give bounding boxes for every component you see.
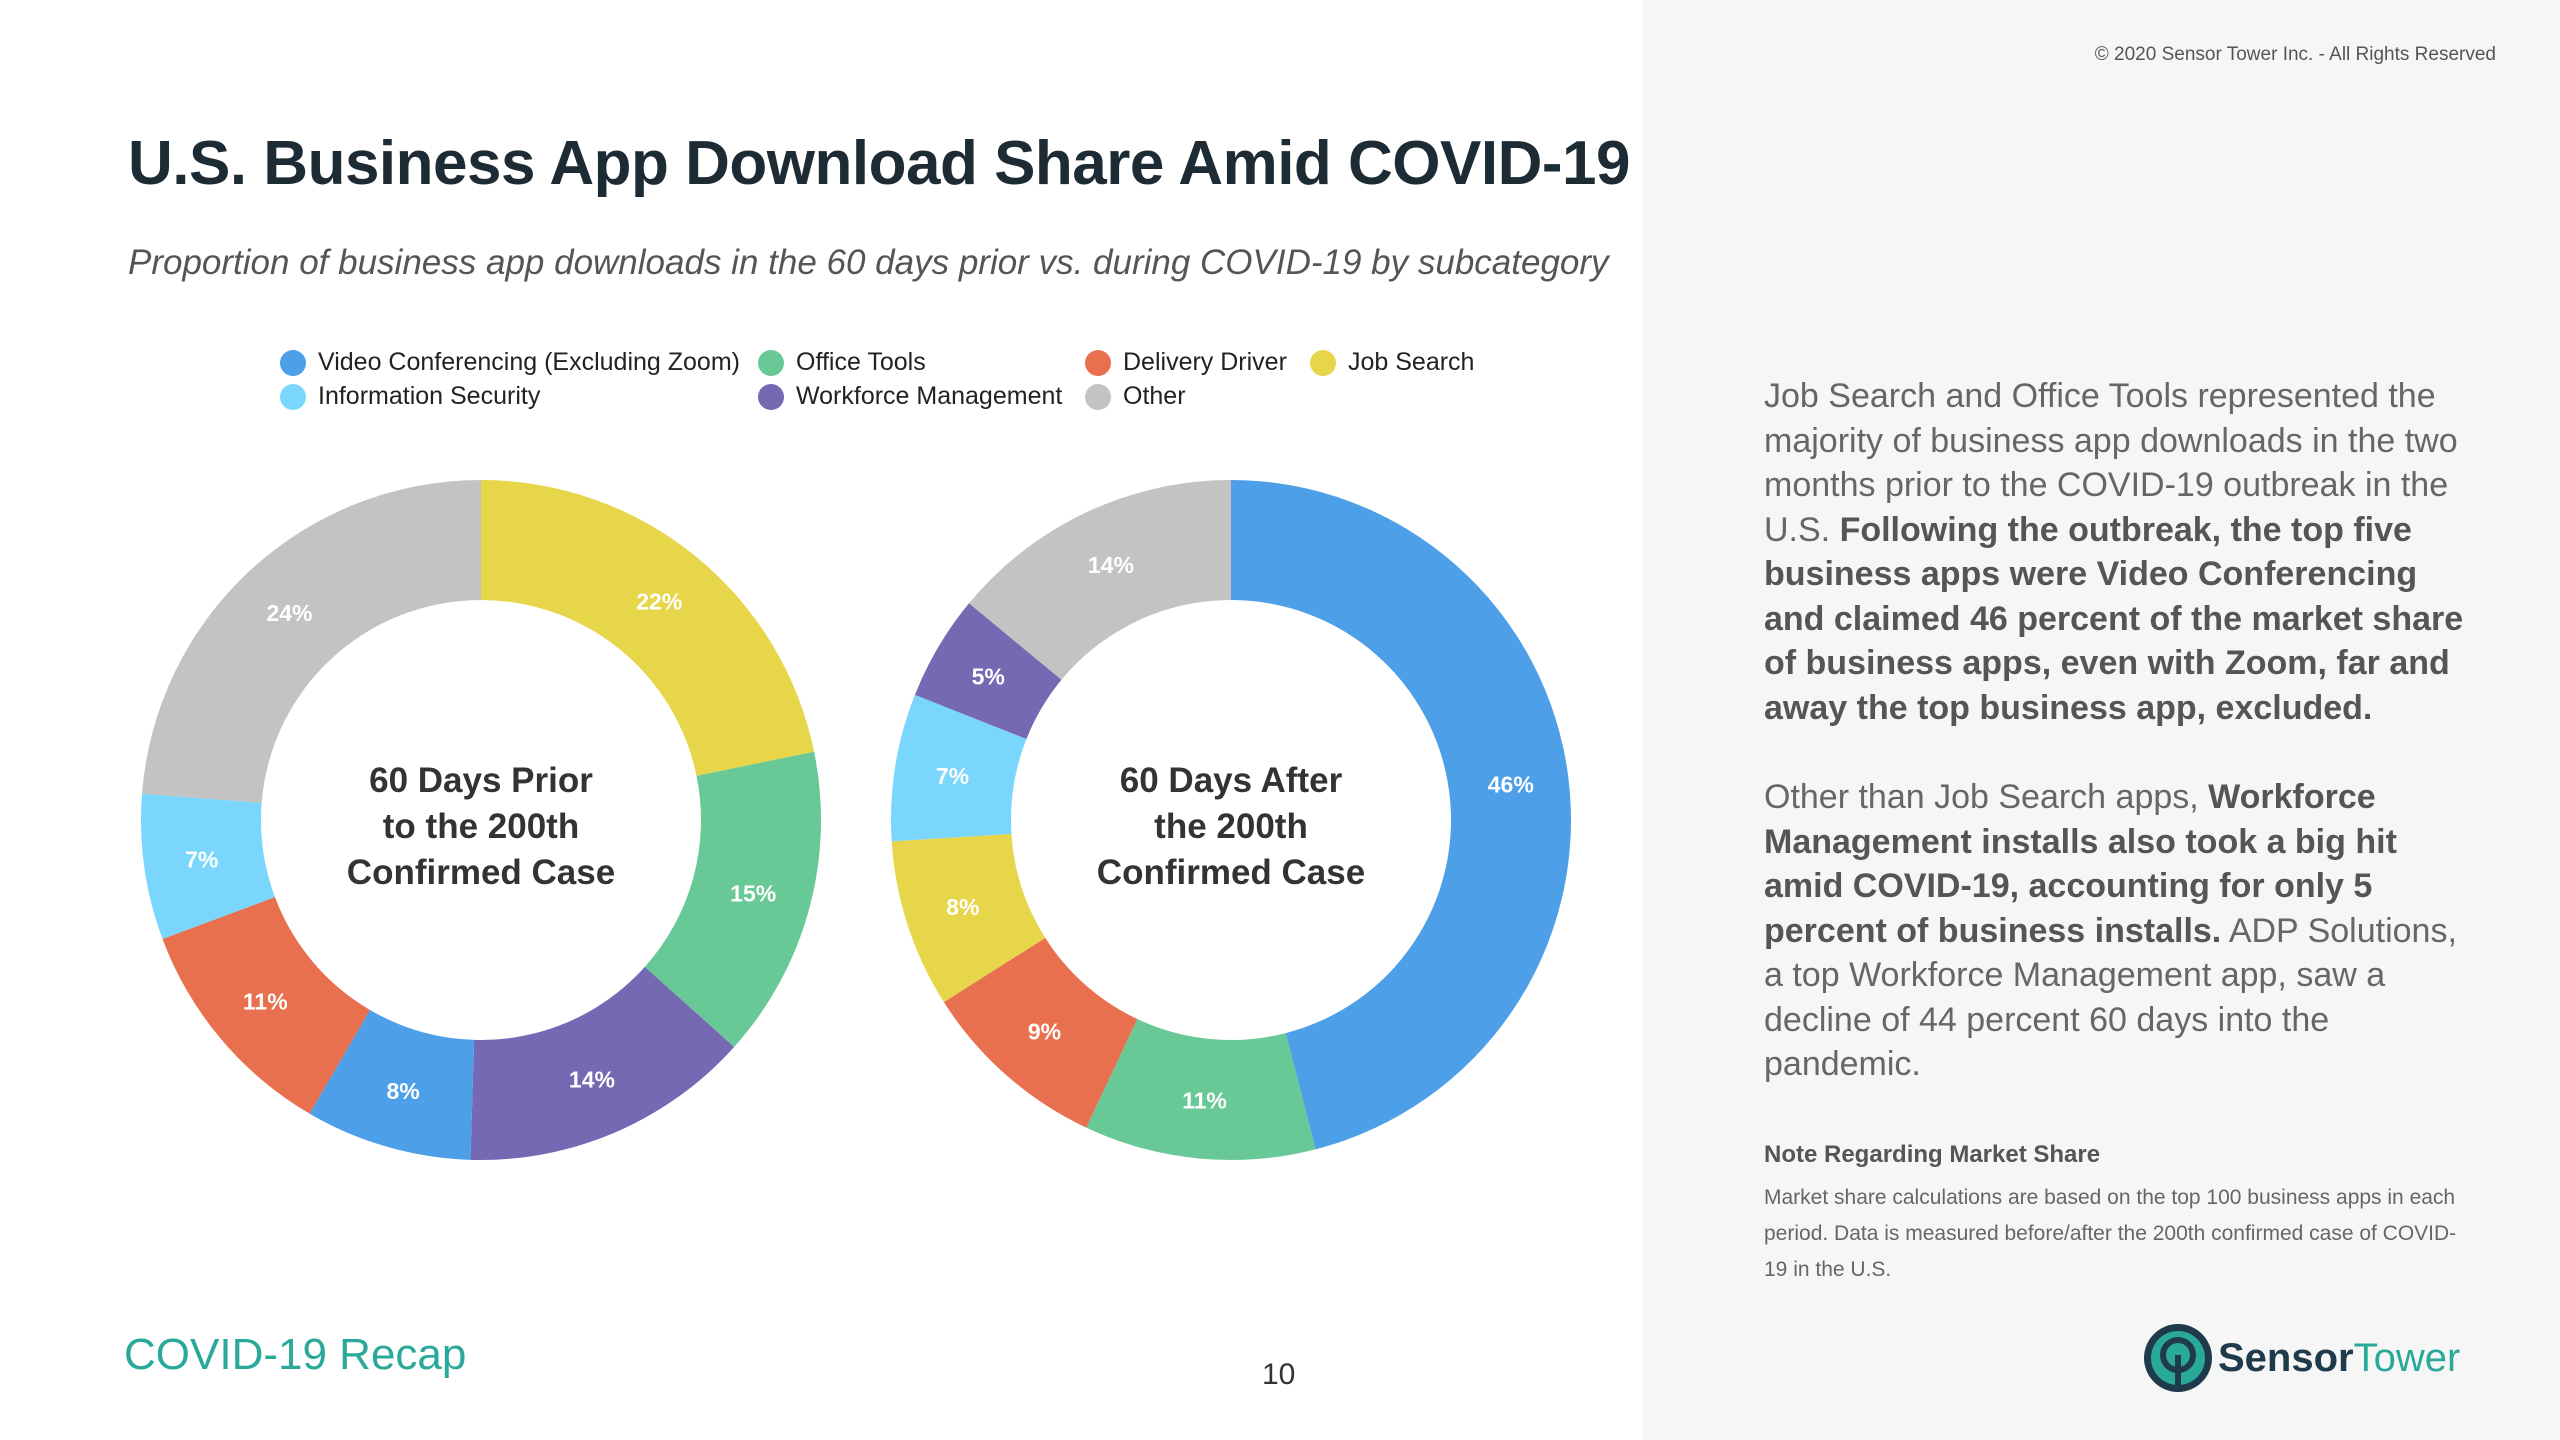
slice-label: 11%: [1182, 1088, 1227, 1114]
note-title: Note Regarding Market Share: [1764, 1141, 2101, 1168]
sensor-tower-logo: SensorTower: [2142, 1322, 2460, 1394]
donut-charts: 22% 15% 14% 8% 11% 7% 24% 60 Days Prior to the 2…: [140, 450, 1580, 1170]
slice-label: 7%: [936, 763, 969, 789]
donut-slice: [1231, 480, 1572, 1150]
paragraph-2-bold: Workforce Management installs also took …: [1764, 778, 2397, 950]
donut-charts-svg: 22% 15% 14% 8% 11% 7% 24% 60 Days Prior to the 2…: [141, 480, 1572, 1160]
page-number: 10: [1262, 1358, 1296, 1391]
donut-slice: [470, 966, 735, 1160]
legend-item: Information Security: [280, 382, 540, 411]
donut-slice: [644, 751, 821, 1047]
slice-label: 14%: [1088, 552, 1134, 578]
slice-label: 14%: [569, 1066, 615, 1092]
legend-label: Video Conferencing (Excluding Zoom): [318, 348, 740, 376]
legend-item: Workforce Management: [758, 382, 1062, 411]
legend-dot: [280, 383, 306, 410]
body-text: Job Search and Office Tools represented …: [1764, 374, 2474, 1132]
legend-dot: [758, 349, 784, 376]
legend-label: Other: [1123, 382, 1186, 410]
donut-center-title: 60 Days Prior: [369, 761, 593, 800]
legend-dot: [1085, 383, 1111, 410]
donut-slice: [481, 480, 815, 776]
slice-label: 46%: [1488, 772, 1534, 798]
donut-slice: [891, 694, 1027, 842]
legend-dot: [758, 383, 784, 410]
sensor-tower-logo-icon: [2144, 1324, 2212, 1392]
paragraph-2-text-end: ADP Solutions, a top Workforce Managemen…: [1764, 911, 2457, 1084]
legend-label: Office Tools: [796, 348, 926, 376]
donut-slice: [891, 833, 1046, 1003]
donut-slice: [943, 937, 1138, 1128]
legend-item: Office Tools: [758, 348, 926, 377]
slice-label: 9%: [1028, 1019, 1061, 1045]
page-title: U.S. Business App Download Share Amid CO…: [128, 129, 1631, 198]
slice-label: 5%: [972, 663, 1005, 689]
donut-slice: [1086, 1019, 1316, 1160]
legend-dot: [1310, 349, 1336, 376]
slice-label: 24%: [266, 600, 312, 626]
legend-label: Information Security: [318, 382, 541, 410]
note-body: Market share calculations are based on t…: [1764, 1186, 2457, 1281]
donut-slice: [309, 1009, 475, 1160]
legend-item: Video Conferencing (Excluding Zoom): [280, 348, 740, 377]
donut-center-title: the 200th: [1154, 807, 1308, 846]
logo-word-1: Sensor: [2218, 1335, 2354, 1380]
page-subtitle: Proportion of business app downloads in …: [128, 243, 1609, 282]
paragraph-1-bold: Following the outbreak, the top five bus…: [1764, 510, 2464, 727]
donut-slice: [142, 480, 481, 803]
donut-center-title: Confirmed Case: [347, 853, 615, 892]
donut-slice: [141, 793, 275, 940]
legend-dot: [280, 349, 306, 376]
legend-item: Other: [1085, 382, 1186, 411]
legend-label: Job Search: [1348, 348, 1475, 376]
chart-legend: Video Conferencing (Excluding Zoom) Offi…: [280, 348, 1520, 428]
slice-label: 8%: [386, 1078, 419, 1104]
logo-word-2: Tower: [2353, 1335, 2461, 1380]
paragraph-2: Other than Job Search apps, Workforce Ma…: [1764, 775, 2474, 1087]
legend-label: Delivery Driver: [1123, 348, 1287, 376]
paragraph-1-text: Job Search and Office Tools represented …: [1764, 377, 2458, 549]
slice-label: 15%: [730, 881, 776, 907]
slice-label: 11%: [243, 989, 288, 1015]
slice-label: 22%: [636, 588, 682, 614]
paragraph-1: Job Search and Office Tools represented …: [1764, 374, 2474, 730]
donut-slice: [162, 897, 371, 1114]
legend-dot: [1085, 349, 1111, 376]
legend-label: Workforce Management: [796, 382, 1063, 410]
section-label: COVID-19 Recap: [124, 1330, 467, 1379]
logo-wordmark: SensorTower: [2218, 1336, 2460, 1381]
legend-item: Job Search: [1310, 348, 1474, 377]
slice-label: 7%: [185, 846, 218, 872]
slice-label: 8%: [946, 894, 979, 920]
donut-slice: [969, 480, 1231, 680]
legend-item: Delivery Driver: [1085, 348, 1287, 377]
donut-center-title: Confirmed Case: [1097, 853, 1365, 892]
right-panel: [1642, 0, 2560, 1440]
copyright: © 2020 Sensor Tower Inc. - All Rights Re…: [2094, 44, 2496, 65]
donut-slice: [914, 603, 1062, 740]
paragraph-2-text: Other than Job Search apps,: [1764, 778, 2199, 816]
donut-center-title: to the 200th: [383, 807, 579, 846]
donut-center-title: 60 Days After: [1120, 761, 1343, 800]
